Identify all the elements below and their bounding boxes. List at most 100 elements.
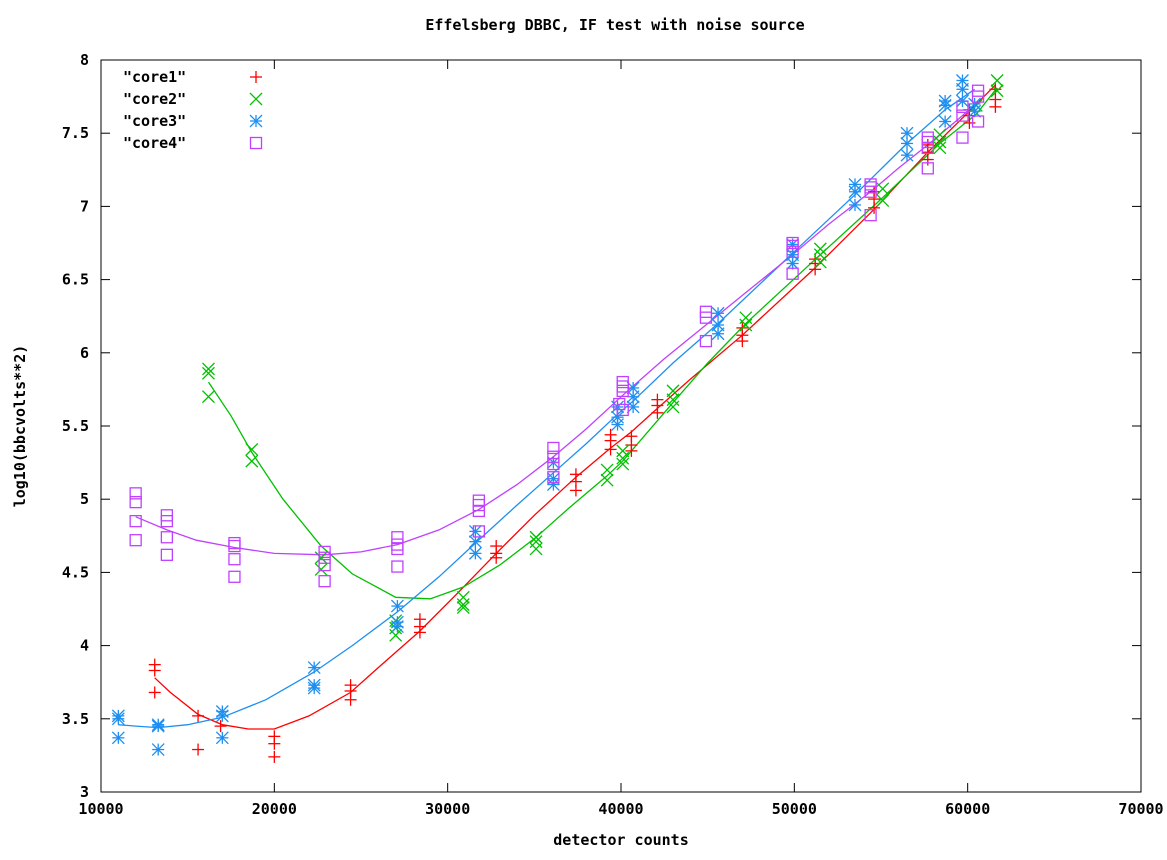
data-point-core3 bbox=[468, 535, 482, 549]
data-point-core4 bbox=[160, 548, 174, 561]
data-point-core4 bbox=[786, 245, 799, 258]
data-point-core2 bbox=[739, 318, 753, 332]
data-point-core3 bbox=[938, 98, 952, 112]
data-point-core2 bbox=[529, 542, 543, 556]
data-point-core2 bbox=[876, 182, 890, 196]
data-point-core2 bbox=[202, 366, 215, 380]
data-point-core2 bbox=[666, 393, 680, 407]
data-point-core2 bbox=[600, 473, 614, 487]
data-point-core2 bbox=[616, 451, 630, 465]
data-point-core3 bbox=[711, 327, 725, 341]
data-point-core4 bbox=[129, 515, 142, 528]
legend-label-core3: "core3" bbox=[123, 112, 186, 130]
x-tick-label: 10000 bbox=[78, 800, 123, 818]
data-point-core1 bbox=[148, 686, 161, 699]
legend-label-core1: "core1" bbox=[123, 68, 186, 86]
data-point-core3 bbox=[215, 709, 229, 723]
x-tick-label: 60000 bbox=[945, 800, 990, 818]
axis-ticks: 10000 20000 30000 40000 50000 60000 70000 3 3.5 4… bbox=[62, 51, 1164, 818]
x-tick-label: 30000 bbox=[425, 800, 470, 818]
data-point-core2 bbox=[990, 84, 1004, 98]
y-tick-label: 4 bbox=[80, 637, 89, 655]
data-point-core2 bbox=[933, 128, 947, 142]
data-point-core2 bbox=[990, 74, 1004, 87]
data-point-core1 bbox=[809, 263, 822, 276]
data-point-core4 bbox=[971, 115, 985, 128]
data-point-core2 bbox=[600, 463, 614, 477]
data-point-core4 bbox=[160, 515, 174, 528]
data-point-core4 bbox=[921, 162, 934, 175]
data-point-core2 bbox=[245, 442, 259, 456]
y-tick-label: 8 bbox=[80, 51, 89, 69]
data-point-core4 bbox=[547, 450, 560, 463]
y-tick-label: 5.5 bbox=[62, 417, 89, 435]
data-point-core4 bbox=[391, 560, 404, 573]
data-point-core2 bbox=[202, 390, 215, 404]
data-point-core4 bbox=[699, 311, 713, 324]
data-point-core1 bbox=[214, 720, 227, 733]
data-point-core3 bbox=[848, 185, 862, 199]
data-point-core4 bbox=[786, 267, 799, 280]
legend: "core1" "core2" "core3" "core4" bbox=[123, 68, 263, 152]
data-point-core1 bbox=[569, 484, 582, 497]
data-point-core4 bbox=[129, 487, 142, 500]
data-point-core4 bbox=[864, 209, 877, 222]
data-point-core3 bbox=[151, 743, 165, 757]
data-point-core2 bbox=[202, 362, 215, 376]
data-point-core2 bbox=[389, 628, 403, 642]
data-point-core3 bbox=[956, 82, 969, 96]
data-point-core2 bbox=[813, 255, 827, 269]
data-point-core1 bbox=[344, 693, 357, 706]
data-point-core4 bbox=[971, 90, 985, 103]
data-point-core4 bbox=[472, 494, 486, 507]
data-point-core2 bbox=[456, 590, 470, 604]
legend-marker-core1 bbox=[250, 71, 262, 83]
data-point-core3 bbox=[900, 126, 914, 140]
data-point-core2 bbox=[456, 601, 470, 614]
x-tick-label: 40000 bbox=[598, 800, 643, 818]
data-point-core2 bbox=[666, 400, 680, 414]
data-point-core1 bbox=[604, 443, 617, 456]
data-point-core4 bbox=[547, 457, 560, 471]
data-point-core4 bbox=[956, 100, 969, 113]
data-point-core4 bbox=[956, 131, 969, 144]
data-point-core1 bbox=[413, 626, 426, 639]
data-point-core4 bbox=[129, 495, 142, 509]
data-point-core4 bbox=[864, 185, 877, 198]
chart-title: Effelsberg DBBC, IF test with noise sour… bbox=[425, 16, 804, 34]
data-point-core4 bbox=[616, 384, 629, 398]
data-point-core2 bbox=[245, 454, 259, 468]
fit-curve-core3 bbox=[118, 88, 975, 729]
data-point-core4 bbox=[228, 570, 241, 583]
data-point-core3 bbox=[786, 257, 800, 270]
data-point-core1 bbox=[192, 709, 205, 722]
data-point-core3 bbox=[468, 546, 482, 560]
x-axis-label: detector counts bbox=[553, 831, 688, 849]
data-point-core3 bbox=[968, 104, 982, 118]
data-point-core1 bbox=[148, 664, 161, 677]
data-point-core3 bbox=[390, 620, 404, 634]
data-point-core3 bbox=[711, 306, 725, 320]
data-point-core4 bbox=[547, 441, 560, 455]
data-point-core3 bbox=[307, 681, 321, 695]
x-tick-label: 50000 bbox=[772, 800, 817, 818]
data-point-core3 bbox=[626, 390, 640, 404]
y-tick-label: 7.5 bbox=[62, 124, 89, 142]
data-point-core1 bbox=[490, 551, 503, 564]
data-point-core3 bbox=[848, 198, 862, 212]
data-point-core3 bbox=[546, 478, 560, 492]
data-point-core1 bbox=[963, 116, 976, 129]
data-point-core4 bbox=[616, 380, 629, 393]
data-point-core4 bbox=[129, 534, 142, 547]
data-point-core4 bbox=[956, 109, 969, 122]
legend-marker-core2 bbox=[249, 92, 263, 106]
data-point-core4 bbox=[160, 531, 174, 544]
data-point-core3 bbox=[468, 524, 482, 538]
plot-frame bbox=[100, 59, 1142, 793]
fit-curve-core2 bbox=[207, 87, 998, 600]
data-point-core1 bbox=[921, 153, 934, 166]
data-point-core1 bbox=[868, 201, 881, 214]
data-point-core1 bbox=[268, 737, 281, 750]
data-point-core3 bbox=[626, 400, 640, 414]
